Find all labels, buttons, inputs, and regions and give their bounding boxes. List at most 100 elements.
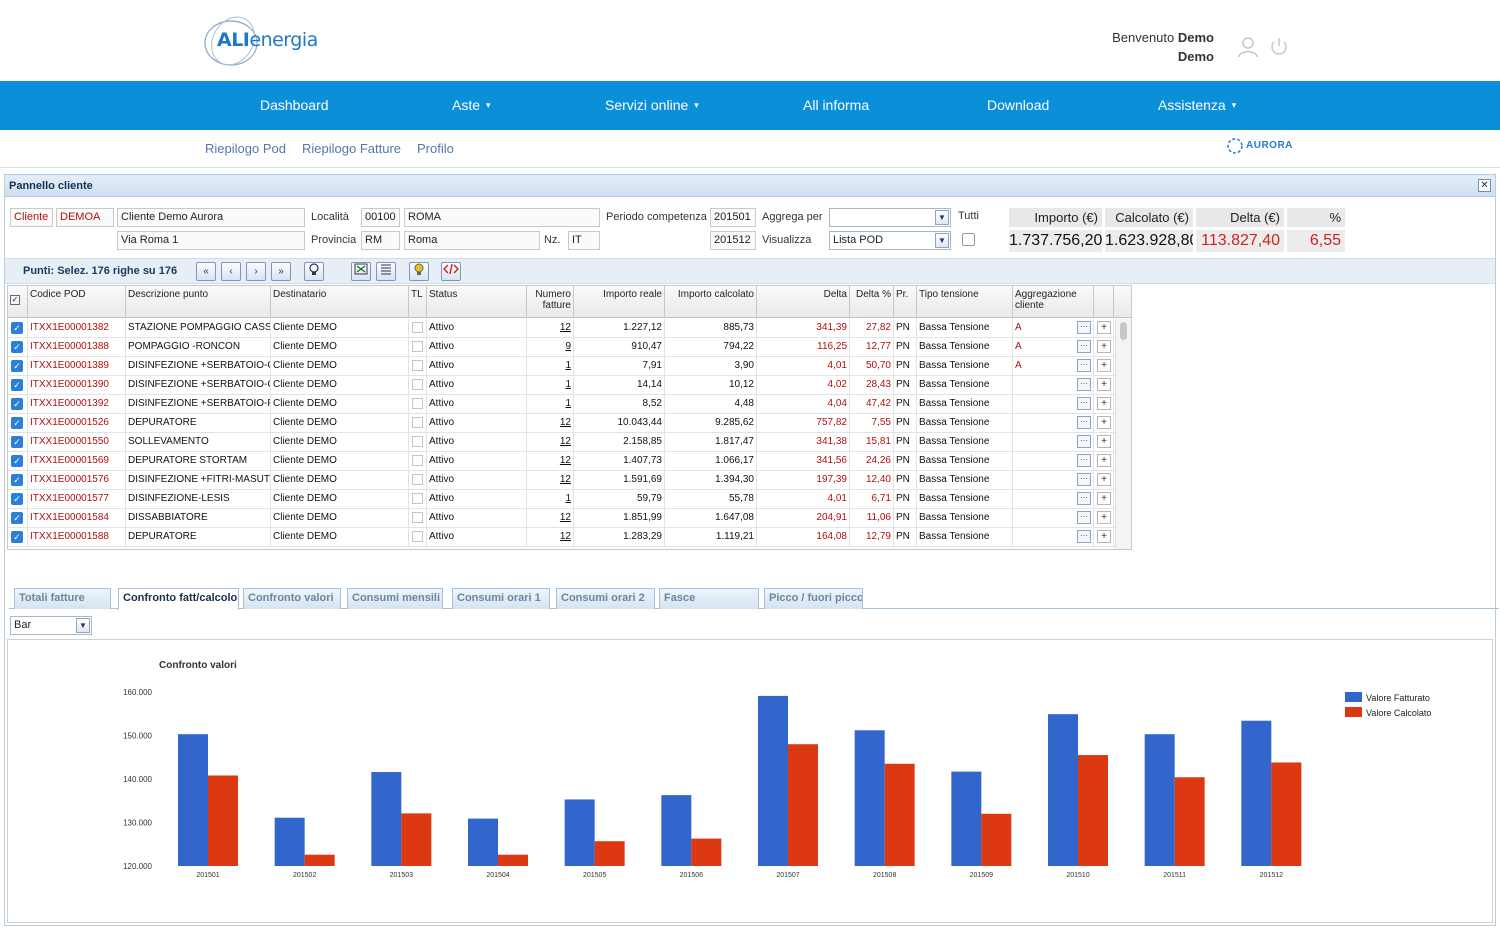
more-icon[interactable]: ··· bbox=[1077, 511, 1091, 524]
bar-calcolato-201505[interactable] bbox=[594, 841, 625, 866]
bar-calcolato-201501[interactable] bbox=[208, 775, 238, 866]
table-row[interactable]: ✓ ITXX1E00001550 SOLLEVAMENTO Cliente DEMO A… bbox=[8, 433, 1131, 452]
checkbox-checked-icon[interactable]: ✓ bbox=[11, 531, 23, 543]
cell-text[interactable]: 12 bbox=[559, 512, 571, 523]
more-icon[interactable]: ··· bbox=[1077, 473, 1091, 486]
cell-text[interactable]: 1 bbox=[565, 360, 571, 371]
tab-7[interactable]: Picco / fuori picco bbox=[764, 588, 863, 609]
cap-field[interactable]: 00100 bbox=[361, 208, 400, 227]
tab-0[interactable]: Totali fatture bbox=[14, 588, 111, 609]
checkbox-checked-icon[interactable]: ✓ bbox=[11, 341, 23, 353]
bar-fatturato-201511[interactable] bbox=[1144, 734, 1175, 866]
plus-icon[interactable]: + bbox=[1097, 416, 1111, 429]
excel-export-icon[interactable] bbox=[351, 262, 371, 281]
tl-checkbox[interactable] bbox=[412, 436, 423, 447]
nav-item-1[interactable]: Aste ▾ bbox=[452, 81, 491, 130]
more-icon[interactable]: ··· bbox=[1077, 321, 1091, 334]
more-icon[interactable]: ··· bbox=[1077, 359, 1091, 372]
list-icon[interactable] bbox=[376, 262, 396, 281]
cell-text[interactable]: 1 bbox=[565, 379, 571, 390]
bar-calcolato-201504[interactable] bbox=[498, 854, 528, 866]
highlight-icon[interactable] bbox=[409, 262, 429, 281]
plus-icon[interactable]: + bbox=[1097, 340, 1111, 353]
close-icon[interactable]: ✕ bbox=[1478, 179, 1491, 192]
table-row[interactable]: ✓ ITXX1E00001526 DEPURATORE Cliente DEMO Att… bbox=[8, 414, 1131, 433]
chevron-down-icon[interactable]: ▼ bbox=[935, 210, 949, 225]
more-icon[interactable]: ··· bbox=[1077, 435, 1091, 448]
more-icon[interactable]: ··· bbox=[1077, 397, 1091, 410]
column-header-tens[interactable]: Tipo tensione bbox=[917, 286, 1013, 318]
cliente-code-field[interactable]: DEMOA bbox=[56, 208, 114, 227]
bar-calcolato-201510[interactable] bbox=[1078, 755, 1108, 866]
more-icon[interactable]: ··· bbox=[1077, 492, 1091, 505]
nav-item-4[interactable]: Download bbox=[987, 81, 1049, 130]
tab-2[interactable]: Confronto valori bbox=[243, 588, 341, 609]
user-icon[interactable] bbox=[1237, 36, 1259, 58]
nav-item-0[interactable]: Dashboard bbox=[260, 81, 329, 130]
column-header-reale[interactable]: Importo reale bbox=[574, 286, 665, 318]
power-icon[interactable] bbox=[1268, 36, 1290, 58]
nz-field[interactable]: IT bbox=[568, 231, 600, 250]
periodo-to-field[interactable]: 201512 bbox=[710, 231, 756, 250]
tutti-checkbox[interactable] bbox=[962, 233, 975, 246]
checkbox-checked-icon[interactable]: ✓ bbox=[11, 436, 23, 448]
tl-checkbox[interactable] bbox=[412, 512, 423, 523]
tab-4[interactable]: Consumi orari 1 bbox=[452, 588, 550, 609]
periodo-from-field[interactable]: 201501 bbox=[710, 208, 756, 227]
cell-text[interactable]: 1 bbox=[565, 398, 571, 409]
tab-6[interactable]: Fasce bbox=[659, 588, 759, 609]
column-header-dest[interactable]: Destinatario bbox=[271, 286, 409, 318]
table-row[interactable]: ✓ ITXX1E00001577 DISINFEZIONE-LESIS Cliente… bbox=[8, 490, 1131, 509]
checkbox-checked-icon[interactable]: ✓ bbox=[11, 398, 23, 410]
table-row[interactable]: ✓ ITXX1E00001390 DISINFEZIONE +SERBATOIO-C… bbox=[8, 376, 1131, 395]
column-header-calc[interactable]: Importo calcolato bbox=[665, 286, 757, 318]
scrollbar-thumb[interactable] bbox=[1120, 322, 1127, 340]
checkbox-checked-icon[interactable]: ✓ bbox=[11, 493, 23, 505]
more-icon[interactable]: ··· bbox=[1077, 530, 1091, 543]
checkbox-checked-icon[interactable]: ✓ bbox=[11, 455, 23, 467]
bar-calcolato-201502[interactable] bbox=[304, 854, 335, 866]
prov-code-field[interactable]: RM bbox=[361, 231, 400, 250]
plus-icon[interactable]: + bbox=[1097, 397, 1111, 410]
first-page-button[interactable]: « bbox=[196, 262, 216, 281]
more-icon[interactable]: ··· bbox=[1077, 340, 1091, 353]
alienergia-logo[interactable]: ALIenergia bbox=[203, 14, 328, 72]
column-header-pr[interactable]: Pr. bbox=[894, 286, 917, 318]
column-header-pod[interactable]: Codice POD bbox=[28, 286, 126, 318]
column-header-dperc[interactable]: Delta % bbox=[850, 286, 894, 318]
tl-checkbox[interactable] bbox=[412, 417, 423, 428]
tl-checkbox[interactable] bbox=[412, 341, 423, 352]
column-header-aggr[interactable]: Aggregazione cliente bbox=[1013, 286, 1094, 318]
subnav-riepilogo-pod[interactable]: Riepilogo Pod bbox=[205, 141, 286, 156]
subnav-profilo[interactable]: Profilo bbox=[417, 141, 454, 156]
bar-calcolato-201509[interactable] bbox=[981, 813, 1012, 866]
last-page-button[interactable]: » bbox=[271, 262, 291, 281]
tl-checkbox[interactable] bbox=[412, 360, 423, 371]
plus-icon[interactable]: + bbox=[1097, 492, 1111, 505]
lightbulb-icon[interactable] bbox=[304, 262, 324, 281]
checkbox-checked-icon[interactable]: ✓ bbox=[11, 322, 23, 334]
checkbox-checked-icon[interactable]: ✓ bbox=[11, 379, 23, 391]
column-header-delta[interactable]: Delta bbox=[757, 286, 850, 318]
cell-text[interactable]: 12 bbox=[559, 436, 571, 447]
bar-calcolato-201506[interactable] bbox=[691, 838, 722, 866]
address-field[interactable]: Via Roma 1 bbox=[117, 231, 305, 250]
table-row[interactable]: ✓ ITXX1E00001576 DISINFEZIONE +FITRI-MASUT… bbox=[8, 471, 1131, 490]
checkbox-checked-icon[interactable]: ✓ bbox=[11, 360, 23, 372]
table-row[interactable]: ✓ ITXX1E00001389 DISINFEZIONE +SERBATOIO-C… bbox=[8, 357, 1131, 376]
bar-calcolato-201503[interactable] bbox=[401, 813, 432, 866]
chevron-down-icon[interactable]: ▼ bbox=[935, 233, 949, 248]
more-icon[interactable]: ··· bbox=[1077, 378, 1091, 391]
more-icon[interactable]: ··· bbox=[1077, 416, 1091, 429]
bar-fatturato-201508[interactable] bbox=[854, 730, 885, 866]
bar-fatturato-201503[interactable] bbox=[371, 772, 402, 866]
plus-icon[interactable]: + bbox=[1097, 454, 1111, 467]
bar-fatturato-201502[interactable] bbox=[274, 817, 305, 866]
nav-item-3[interactable]: All informa bbox=[803, 81, 869, 130]
code-icon[interactable] bbox=[441, 262, 461, 281]
table-row[interactable]: ✓ ITXX1E00001584 DISSABBIATORE Cliente DEMO… bbox=[8, 509, 1131, 528]
visualizza-select[interactable]: Lista POD ▼ bbox=[829, 231, 951, 250]
prov-name-field[interactable]: Roma bbox=[404, 231, 540, 250]
checkbox-checked-icon[interactable]: ✓ bbox=[11, 417, 23, 429]
table-row[interactable]: ✓ ITXX1E00001392 DISINFEZIONE +SERBATOIO-P… bbox=[8, 395, 1131, 414]
